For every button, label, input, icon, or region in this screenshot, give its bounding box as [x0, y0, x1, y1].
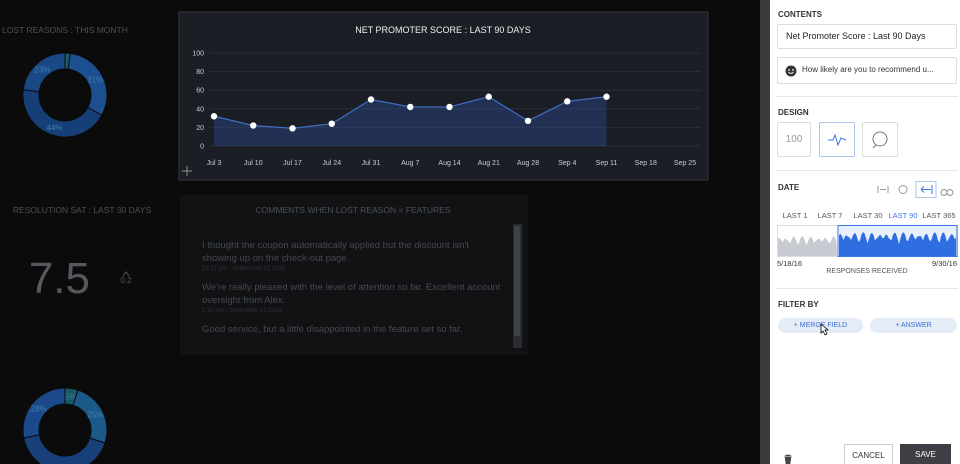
range-tab[interactable]: LAST 30 [853, 211, 883, 220]
score-change: 0.2 [120, 276, 132, 285]
x-tick-label: Aug 14 [438, 160, 460, 167]
x-tick-label: Aug 7 [401, 160, 419, 167]
design-gauge[interactable] [862, 122, 898, 157]
y-tick-label: 60 [196, 88, 204, 95]
question-select[interactable]: How likely are you to recommend u... [777, 57, 957, 84]
design-number[interactable]: 100 [777, 122, 811, 157]
point [210, 113, 218, 120]
cancel-button[interactable]: CANCEL [844, 444, 893, 464]
y-tick-label: 40 [196, 106, 204, 113]
x-tick-label: Aug 28 [517, 160, 539, 167]
x-tick-label: Sep 11 [596, 160, 618, 167]
donut-label: 31% [87, 76, 103, 85]
range-tab[interactable]: LAST 365 [922, 211, 956, 220]
chart-panel[interactable] [178, 11, 709, 181]
widget-title: RESOLUTION SAT : LAST 30 DAYS [13, 205, 152, 215]
comment-time: 1:31 pm - September 15 2016 [202, 308, 282, 314]
donut-label: 28% [31, 404, 47, 413]
move-handle[interactable] [182, 166, 192, 176]
chart-title: NET PROMOTER SCORE : LAST 90 DAYS [355, 25, 531, 35]
point [250, 122, 257, 129]
save-button[interactable]: SAVE [900, 444, 951, 464]
divider [776, 170, 958, 171]
histogram-range-in [839, 232, 956, 256]
point [564, 98, 571, 105]
y-tick-label: 0 [200, 144, 204, 151]
y-tick-label: 100 [192, 51, 204, 58]
point [289, 125, 296, 132]
donut-segment [23, 434, 106, 464]
divider [776, 96, 958, 97]
x-tick-label: Sep 18 [635, 160, 657, 167]
question-text: How likely are you to recommend u... [802, 65, 934, 74]
score: 7.5 [29, 254, 90, 303]
x-tick-label: Jul 3 [207, 160, 222, 167]
point [603, 93, 610, 100]
point [524, 117, 532, 125]
donut-segment [22, 387, 66, 439]
comment-text: I thought the coupon automatically appli… [202, 240, 469, 264]
donut-label: 44% [46, 123, 62, 132]
answer-button[interactable]: + ANSWER [870, 318, 957, 333]
x-tick-label: Jul 10 [244, 160, 263, 167]
x-tick-label: Sep 4 [558, 160, 576, 167]
x-tick-label: Sep 25 [674, 160, 696, 167]
smiley-icon [785, 65, 797, 77]
donut-label: 23% [35, 65, 51, 74]
section-label: DESIGN [778, 108, 809, 117]
section-label: FILTER BY [778, 300, 819, 309]
delete-icon[interactable] [783, 454, 793, 464]
histogram[interactable] [777, 225, 958, 257]
widget-title: LOST REASONS : THIS MONTH [2, 25, 128, 35]
design-line[interactable] [819, 122, 855, 157]
comment-text: We're really pleased with the level of a… [202, 282, 501, 306]
line-icon [828, 133, 847, 147]
point [328, 120, 335, 127]
donut-segment [22, 52, 66, 93]
point [367, 96, 375, 103]
histogram-label: RESPONSES RECEIVED [826, 268, 908, 275]
date-tools[interactable] [872, 181, 958, 198]
y-tick-label: 80 [196, 69, 204, 76]
gauge-icon [872, 131, 888, 149]
divider [776, 288, 958, 289]
widget-title: COMMENTS WHEN LOST REASON = FEATURES [256, 205, 451, 215]
name-input[interactable]: Net Promoter Score : Last 90 Days [777, 24, 957, 49]
x-tick-label: Aug 21 [478, 160, 500, 167]
comment-text: Good service, but a little disappointed … [202, 324, 463, 335]
point [485, 93, 492, 100]
y-tick-label: 20 [196, 125, 204, 132]
donut-label: 5% [65, 392, 77, 401]
comment-time: 12:17 pm - September 15 2016 [202, 266, 286, 272]
settings-panel: CONTENTS Net Promoter Score : Last 90 Da… [770, 0, 960, 464]
x-tick-label: Jul 31 [362, 160, 381, 167]
section-label: DATE [778, 183, 800, 192]
comments-panel [180, 195, 528, 355]
x-tick-label: Jul 17 [283, 160, 302, 167]
donut-segment [22, 89, 103, 138]
date-start: 5/18/16 [777, 259, 803, 268]
point [446, 103, 453, 111]
donut-label: 25% [87, 411, 103, 420]
range-tab[interactable]: LAST 90 [888, 211, 918, 220]
range-tab[interactable]: LAST 7 [817, 211, 843, 220]
scrollbar-thumb[interactable] [514, 226, 520, 336]
cursor [820, 323, 830, 336]
date-end: 9/30/16 [931, 259, 957, 268]
x-tick-label: Jul 24 [322, 160, 341, 167]
merge-field-button[interactable]: + MERGE FIELD [778, 318, 863, 333]
section-label: CONTENTS [778, 10, 822, 19]
range-tab[interactable]: LAST 1 [782, 211, 808, 220]
point [407, 103, 414, 111]
comment-list: I thought the coupon automatically appli… [202, 239, 502, 336]
panel-scrollbar[interactable] [760, 0, 770, 464]
trend-arrow [122, 271, 130, 277]
histogram-range-out [778, 236, 837, 256]
